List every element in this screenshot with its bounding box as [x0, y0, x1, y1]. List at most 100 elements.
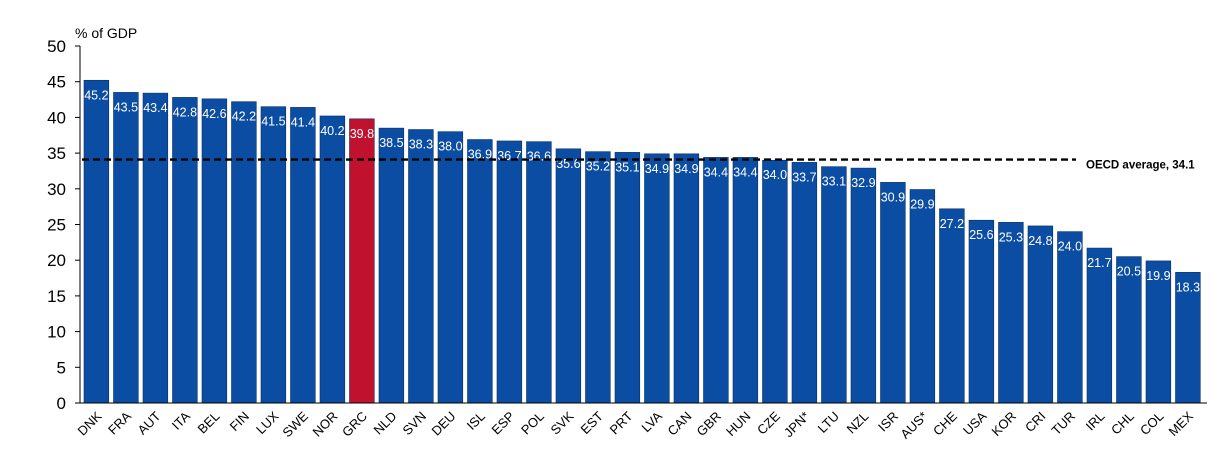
data-label: 21.7 [1087, 256, 1111, 270]
data-label: 36.9 [468, 148, 492, 162]
data-label: 42.6 [202, 107, 226, 121]
x-tick-label: BEL [195, 409, 223, 437]
bar-isr [880, 182, 906, 404]
y-tick-label: 5 [57, 358, 66, 377]
bar-deu [437, 131, 464, 404]
bar-cze [762, 159, 788, 404]
data-label: 34.4 [704, 165, 728, 179]
x-tick-label: JPN* [781, 409, 813, 441]
y-tick-label: 15 [47, 287, 66, 306]
bar-usa [968, 219, 995, 404]
data-label: 32.9 [851, 176, 875, 190]
bar-fra [113, 92, 139, 404]
bar-pol [526, 141, 552, 404]
x-tick-label: ISL [464, 409, 488, 433]
x-tick-label: COL [1137, 409, 1167, 439]
y-tick-label: 40 [47, 108, 66, 127]
bar-swe [290, 107, 316, 404]
bar-prt [614, 152, 641, 404]
bar-bel [201, 98, 228, 404]
bar-mex [1175, 272, 1201, 404]
x-tick-label: SVN [400, 409, 430, 439]
x-tick-label: DNK [74, 408, 104, 438]
x-tick-label: FRA [105, 408, 134, 437]
data-label: 34.9 [674, 162, 698, 176]
data-label: 43.5 [114, 100, 138, 114]
bar-aut [142, 92, 169, 404]
data-label: 41.4 [291, 115, 315, 129]
x-tick-label: ITA [169, 408, 193, 432]
data-label: 29.9 [910, 198, 934, 212]
data-label: 35.1 [615, 160, 639, 174]
data-label: 35.2 [586, 160, 610, 174]
y-tick-label: 50 [47, 37, 66, 56]
bar-chl [1116, 256, 1142, 404]
data-label: 27.2 [940, 217, 964, 231]
data-label: 40.2 [320, 124, 344, 138]
x-tick-label: NOR [309, 409, 340, 440]
x-tick-label: ESP [489, 409, 518, 438]
x-tick-label: HUN [723, 409, 754, 440]
y-tick-label: 0 [57, 394, 66, 413]
bar-jpn [791, 162, 818, 404]
data-label: 39.8 [350, 127, 374, 141]
data-label: 38.0 [438, 140, 462, 154]
bar-gbr [703, 157, 729, 404]
data-label: 38.5 [379, 136, 403, 150]
y-axis-label: % of GDP [75, 25, 137, 41]
x-tick-label: CHE [930, 408, 960, 438]
data-label: 35.6 [556, 157, 580, 171]
y-tick-label: 20 [47, 251, 66, 270]
data-label: 24.0 [1058, 240, 1082, 254]
x-tick-label: IRL [1083, 409, 1108, 434]
x-tick-label: GBR [693, 409, 724, 440]
bar-col [1145, 260, 1172, 404]
data-label: 25.6 [969, 228, 993, 242]
bar-nld [378, 127, 405, 404]
data-label: 41.5 [261, 115, 285, 129]
y-tick-label: 30 [47, 180, 66, 199]
data-label: 25.3 [999, 230, 1023, 244]
x-tick-label: KOR [988, 409, 1019, 440]
x-tick-label: DEU [428, 409, 458, 439]
data-label: 18.3 [1176, 280, 1200, 294]
x-tick-label: SVK [548, 408, 577, 437]
data-label: 38.3 [409, 138, 433, 152]
bars [83, 79, 1201, 404]
bar-ita [172, 97, 198, 404]
y-tick-label: 45 [47, 73, 66, 92]
y-tick-label: 10 [47, 323, 66, 342]
bar-hun [732, 157, 759, 404]
x-tick-label: CRI [1022, 409, 1048, 435]
data-label: 42.8 [173, 105, 197, 119]
x-tick-label: LTU [815, 409, 842, 436]
bar-grc [349, 118, 375, 404]
bar-lux [260, 106, 287, 404]
y-tick-label: 35 [47, 144, 66, 163]
x-tick-label: USA [960, 408, 990, 438]
bar-svn [408, 129, 434, 404]
bar-dnk [83, 79, 110, 404]
data-label: 33.7 [792, 170, 816, 184]
data-label: 19.9 [1146, 269, 1170, 283]
x-tick-label: MEX [1165, 408, 1196, 439]
data-label: 45.2 [84, 88, 108, 102]
data-label: 43.4 [143, 101, 167, 115]
x-tick-label: LVA [638, 408, 665, 435]
oecd-average-label: OECD average, 34.1 [1086, 160, 1195, 172]
data-label: 42.2 [232, 110, 256, 124]
x-tick-label: AUS* [897, 409, 930, 442]
bar-lva [644, 153, 670, 404]
bar-svk [555, 148, 582, 404]
x-tick-label: AUT [135, 408, 164, 437]
y-tick-label: 25 [47, 216, 66, 235]
bar-irl [1086, 247, 1113, 404]
x-tick-label: LUX [253, 408, 282, 437]
y-axis: 0 5 10 15 20 25 30 35 40 45 50 [47, 37, 81, 413]
data-label: 36.6 [527, 150, 551, 164]
data-label: 30.9 [881, 190, 905, 204]
bar-cri [1027, 225, 1054, 404]
bar-esp [496, 140, 523, 404]
